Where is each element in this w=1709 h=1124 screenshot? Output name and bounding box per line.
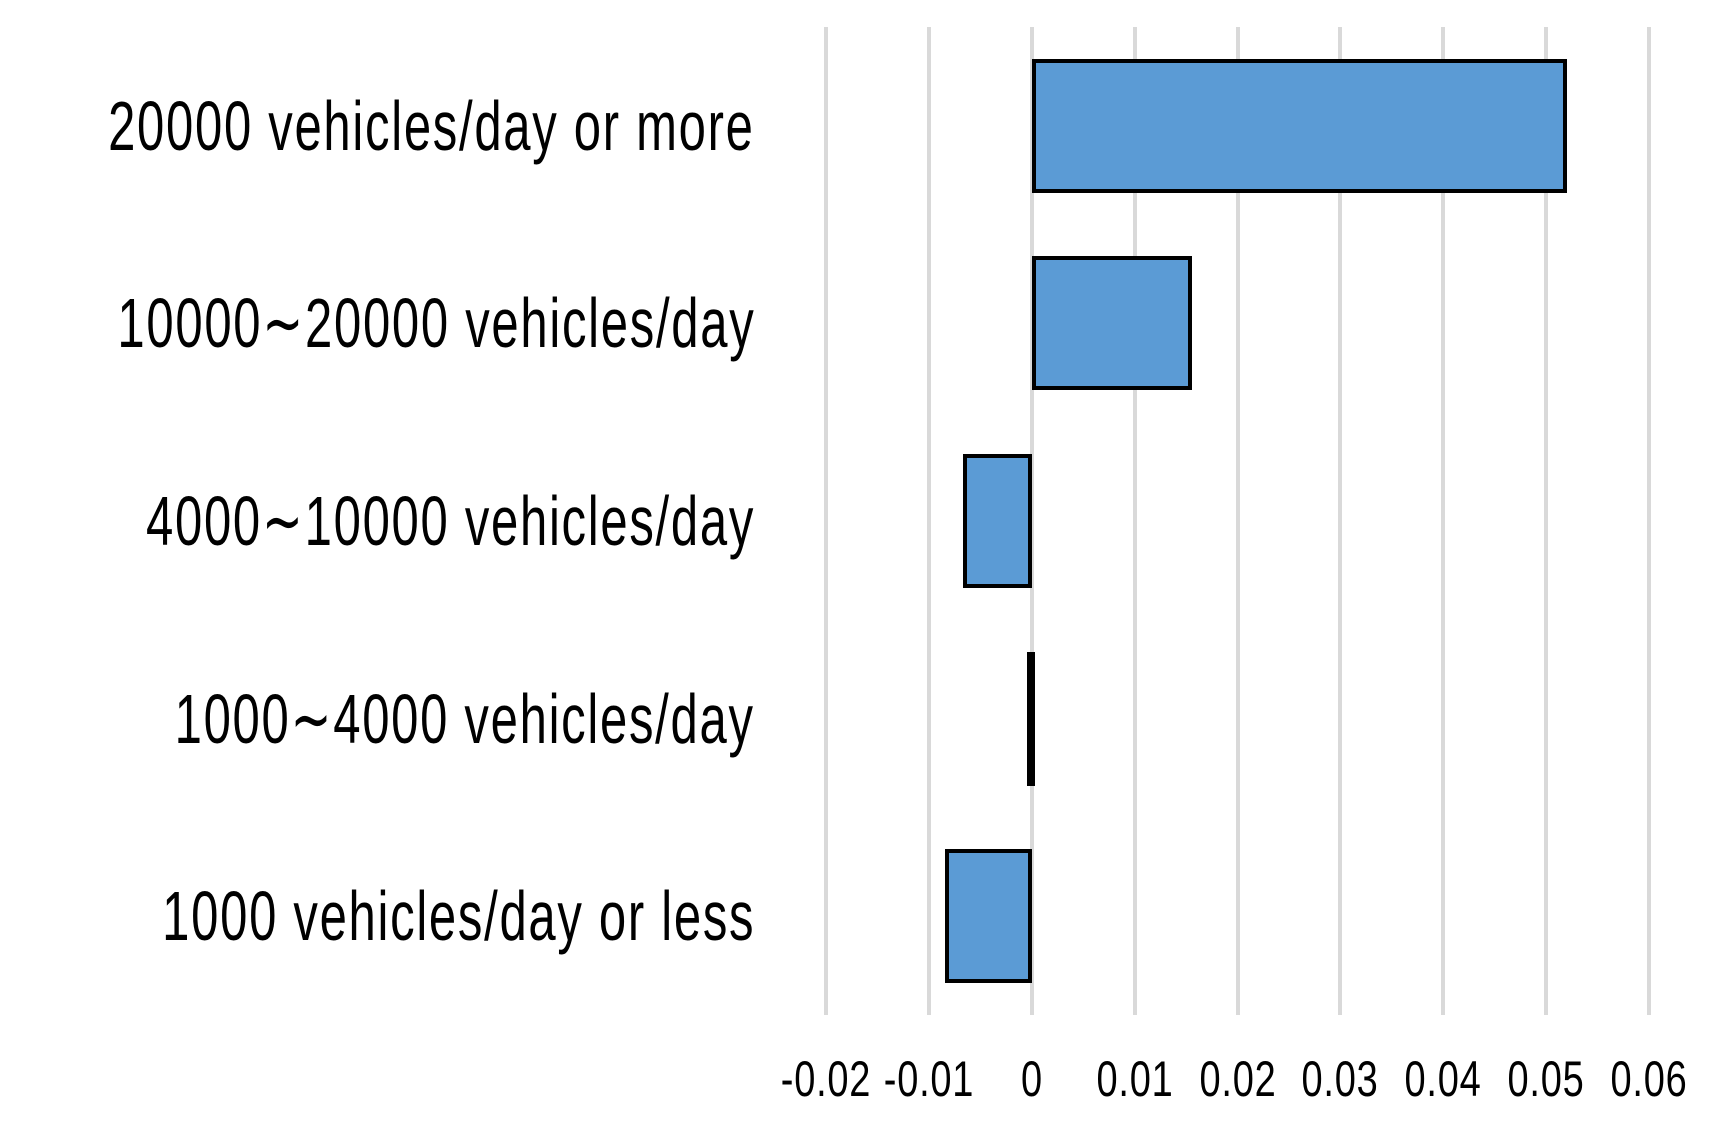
x-tick-label-0.01: 0.01 [1096, 1051, 1174, 1107]
x-tick-label-0.06: 0.06 [1610, 1051, 1688, 1107]
bar-3 [1026, 651, 1035, 786]
category-label-1: 10000∼20000 vehicles/day [117, 284, 755, 363]
gridline-0 [1030, 27, 1034, 1015]
gridline--0.01 [927, 27, 932, 1015]
x-tick-label-0.05: 0.05 [1507, 1051, 1585, 1107]
gridline-0.01 [1132, 27, 1137, 1015]
bar-1 [1032, 256, 1193, 391]
category-label-4: 1000 vehicles/day or less [161, 877, 755, 956]
gridline-0.05 [1544, 27, 1548, 1015]
bar-2 [963, 454, 1032, 588]
bar-0 [1032, 58, 1567, 193]
category-label-3: 1000∼4000 vehicles/day [174, 679, 755, 758]
gridline--0.02 [824, 27, 829, 1015]
category-label-0: 20000 vehicles/day or more [108, 86, 755, 165]
category-label-2: 4000∼10000 vehicles/day [145, 482, 755, 560]
gridline-0.06 [1646, 27, 1651, 1015]
gridline-0.04 [1441, 27, 1446, 1015]
x-tick-label-0: 0 [1021, 1051, 1043, 1107]
bar-4 [944, 849, 1032, 984]
x-tick-label--0.01: -0.01 [883, 1051, 975, 1107]
x-tick-label--0.02: -0.02 [781, 1051, 872, 1107]
x-tick-label-0.04: 0.04 [1404, 1051, 1482, 1107]
x-tick-label-0.03: 0.03 [1301, 1051, 1379, 1107]
x-tick-label-0.02: 0.02 [1199, 1051, 1277, 1107]
gridline-0.03 [1338, 27, 1343, 1015]
gridline-0.02 [1235, 27, 1240, 1015]
